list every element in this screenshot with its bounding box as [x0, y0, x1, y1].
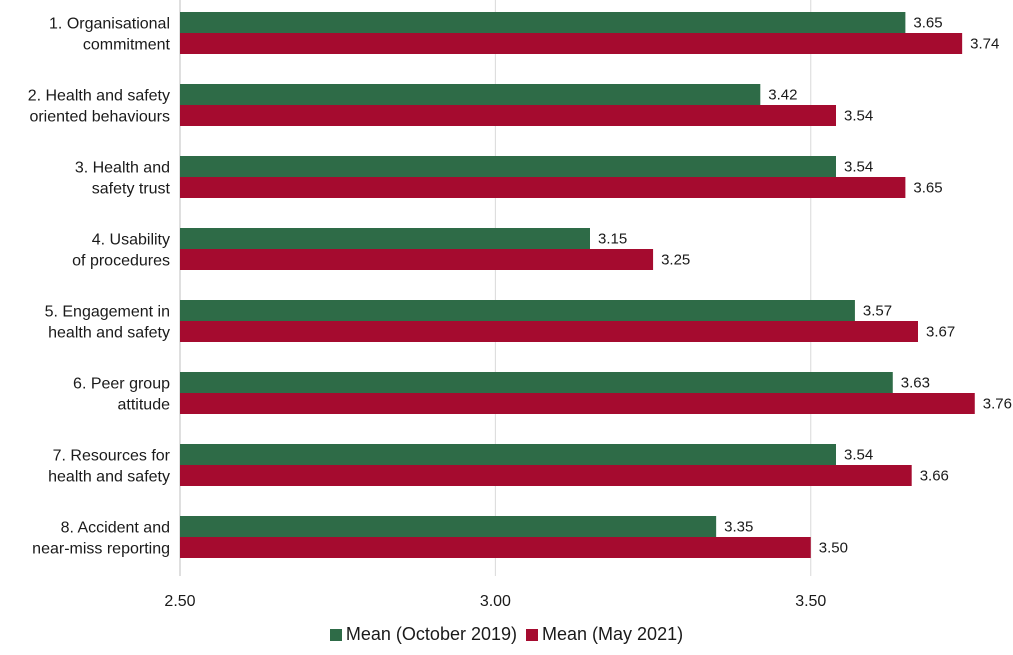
- bar-data-label: 3.65: [913, 15, 942, 32]
- bar-data-label: 3.50: [819, 540, 848, 557]
- bar-may-2021: [180, 249, 654, 270]
- bar-data-label: 3.66: [920, 468, 949, 485]
- bar-october-2019: [180, 516, 717, 537]
- bar-data-label: 3.65: [913, 180, 942, 197]
- bar-october-2019: [180, 444, 836, 465]
- bar-may-2021: [180, 465, 912, 486]
- bar-data-label: 3.42: [768, 87, 797, 104]
- category-label: 8. Accident and near-miss reporting: [32, 520, 170, 558]
- bar-data-label: 3.25: [661, 252, 690, 269]
- bar-data-label: 3.63: [901, 375, 930, 392]
- category-label: 6. Peer group attitude: [73, 376, 170, 414]
- x-tick-label: 3.50: [795, 593, 826, 610]
- category-label: 5. Engagement in health and safety: [45, 304, 170, 342]
- bar-data-label: 3.54: [844, 159, 873, 176]
- bar-may-2021: [180, 321, 918, 342]
- legend: Mean (October 2019) Mean (May 2021): [0, 624, 1013, 646]
- bar-data-label: 3.54: [844, 447, 873, 464]
- bar-october-2019: [180, 372, 893, 393]
- bar-data-label: 3.67: [926, 324, 955, 341]
- category-label: 2. Health and safety oriented behaviours: [28, 88, 170, 126]
- legend-swatch-october-2019: [329, 628, 342, 641]
- bar-data-label: 3.35: [724, 519, 753, 536]
- legend-swatch-may-2021: [526, 628, 539, 641]
- category-label: 1. Organisational commitment: [49, 16, 171, 54]
- x-tick-labels: 2.50 3.00 3.50: [164, 593, 826, 610]
- bar-may-2021: [180, 33, 963, 54]
- bar-october-2019: [180, 156, 836, 177]
- legend-label-may-2021: Mean (May 2021): [542, 624, 684, 644]
- bar-may-2021: [180, 105, 836, 126]
- x-tick-label: 2.50: [164, 593, 195, 610]
- legend-item-may-2021: Mean (May 2021): [526, 624, 683, 645]
- bar-october-2019: [180, 300, 855, 321]
- bar-october-2019: [180, 12, 906, 33]
- bar-may-2021: [180, 537, 811, 558]
- bar-data-label: 3.54: [844, 108, 873, 125]
- bars: 3.65 3.74 3.42 3.54 3.54 3.65 3.15 3.25 3.57 3.67…: [180, 12, 1012, 558]
- bar-chart: 3.65 3.74 3.42 3.54 3.54 3.65 3.15 3.25 3.57 3.67…: [28, 0, 1012, 610]
- legend-item-october-2019: Mean (October 2019): [329, 624, 517, 645]
- bar-data-label: 3.76: [983, 396, 1012, 413]
- bar-data-label: 3.74: [970, 36, 999, 53]
- category-label: 7. Resources for health and safety: [48, 448, 171, 486]
- bar-october-2019: [180, 84, 761, 105]
- x-tick-label: 3.00: [480, 593, 511, 610]
- bar-may-2021: [180, 177, 906, 198]
- bar-data-label: 3.15: [598, 231, 627, 248]
- legend-label-october-2019: Mean (October 2019): [345, 624, 517, 644]
- bar-data-label: 3.57: [863, 303, 892, 320]
- category-labels: 1. Organisational commitment 2. Health and…: [28, 16, 171, 558]
- category-label: 4. Usability of procedures: [72, 232, 170, 270]
- bar-october-2019: [180, 228, 590, 249]
- category-label: 3. Health and safety trust: [75, 160, 171, 198]
- bar-may-2021: [180, 393, 975, 414]
